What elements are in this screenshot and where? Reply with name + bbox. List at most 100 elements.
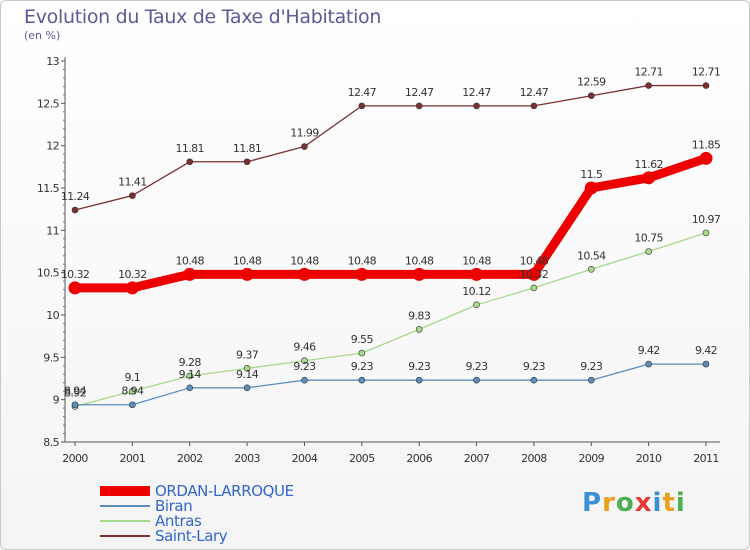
data-point (243, 365, 251, 372)
x-tick-label: 2005 (349, 452, 375, 465)
data-label: 10.32 (118, 268, 147, 281)
logo-letter: r (602, 488, 616, 518)
data-label: 9.37 (236, 348, 259, 361)
data-label: 9.1 (125, 371, 141, 384)
data-point (240, 267, 254, 281)
y-tick-label: 9.5 (43, 351, 59, 364)
data-label: 12.47 (348, 86, 377, 99)
data-label: 12.47 (520, 86, 549, 99)
data-label: 10.75 (634, 232, 663, 245)
data-point (415, 326, 423, 333)
data-point (415, 102, 423, 110)
data-label: 8.92 (64, 386, 86, 399)
data-point (527, 267, 541, 281)
data-point (587, 376, 595, 384)
x-tick-label: 2011 (693, 452, 719, 465)
y-tick-label: 8.5 (43, 436, 59, 449)
x-tick-label: 2006 (406, 452, 432, 465)
logo-letter: P (582, 488, 603, 518)
data-point (129, 192, 136, 199)
data-point (186, 158, 194, 166)
data-label: 10.97 (692, 213, 721, 226)
data-label: 11.85 (692, 138, 721, 151)
chart-subtitle: (en %) (24, 29, 61, 42)
data-label: 10.12 (462, 285, 491, 298)
logo-letter: x (634, 488, 653, 518)
data-point (587, 265, 595, 273)
data-point (702, 229, 710, 237)
legend-label-antras: Antras (155, 512, 202, 530)
data-label: 10.48 (290, 254, 319, 267)
data-point (473, 102, 480, 110)
data-point (470, 267, 484, 281)
data-label: 12.71 (634, 66, 663, 79)
data-point (71, 401, 79, 409)
series-line-biran (74, 363, 707, 406)
data-point (125, 281, 139, 295)
logo-letter: i (675, 488, 686, 518)
y-tick-label: 12 (46, 140, 59, 153)
data-point (412, 267, 426, 281)
data-point (301, 357, 308, 365)
data-label: 9.14 (236, 368, 259, 381)
data-point (415, 376, 423, 384)
data-point (530, 102, 538, 110)
legend-label-biran: Biran (155, 497, 192, 515)
data-point (587, 92, 595, 100)
data-point (297, 267, 311, 281)
y-tick-label: 9 (53, 394, 60, 407)
data-label: 9.46 (293, 341, 316, 354)
data-label: 11.24 (61, 190, 90, 203)
data-point (71, 206, 79, 214)
data-label: 9.23 (580, 360, 603, 373)
data-label: 11.62 (634, 158, 663, 171)
data-label: 8.94 (64, 385, 87, 398)
data-label: 10.54 (577, 249, 606, 262)
data-point (699, 151, 713, 165)
data-label: 9.23 (351, 360, 374, 373)
data-point (358, 376, 366, 384)
chart-title: Evolution du Taux de Taxe d'Habitation (24, 6, 382, 28)
logo-letter: i (652, 488, 663, 518)
data-label: 12.71 (692, 66, 721, 79)
data-point (530, 284, 538, 292)
data-point (642, 171, 656, 185)
data-label: 9.23 (293, 360, 316, 373)
data-point (243, 158, 251, 166)
data-label: 11.81 (175, 142, 204, 155)
data-point (645, 248, 652, 255)
data-label: 9.83 (408, 309, 431, 322)
x-tick-label: 2002 (177, 452, 203, 465)
logo-letter: t (662, 488, 676, 518)
data-point (68, 281, 82, 295)
data-label: 10.32 (520, 268, 549, 281)
data-point (473, 376, 480, 384)
y-tick-label: 12.5 (37, 97, 60, 110)
data-label: 12.59 (577, 76, 606, 89)
data-label: 12.47 (462, 86, 491, 99)
data-point (645, 360, 652, 368)
data-label: 10.48 (405, 254, 434, 267)
x-tick-label: 2009 (578, 452, 604, 465)
series-line-antras (74, 232, 707, 408)
legend-label-saint-lary: Saint-Lary (155, 527, 228, 545)
y-tick-label: 13 (46, 55, 59, 68)
data-label: 10.48 (520, 254, 549, 267)
data-point (358, 349, 366, 357)
data-label: 9.42 (695, 344, 717, 357)
x-tick-label: 2007 (464, 452, 490, 465)
data-point (355, 267, 369, 281)
data-label: 10.48 (233, 254, 262, 267)
data-label: 10.48 (348, 254, 377, 267)
data-point (702, 360, 710, 368)
y-tick-label: 10.5 (37, 267, 60, 280)
x-tick-label: 2001 (120, 452, 146, 465)
data-label: 10.48 (175, 254, 204, 267)
data-point (186, 372, 194, 380)
data-label: 9.23 (523, 360, 546, 373)
data-label: 12.47 (405, 86, 434, 99)
data-label: 9.55 (351, 333, 374, 346)
data-label: 11.41 (118, 176, 147, 189)
data-label: 11.99 (290, 127, 319, 140)
data-point (129, 401, 136, 409)
